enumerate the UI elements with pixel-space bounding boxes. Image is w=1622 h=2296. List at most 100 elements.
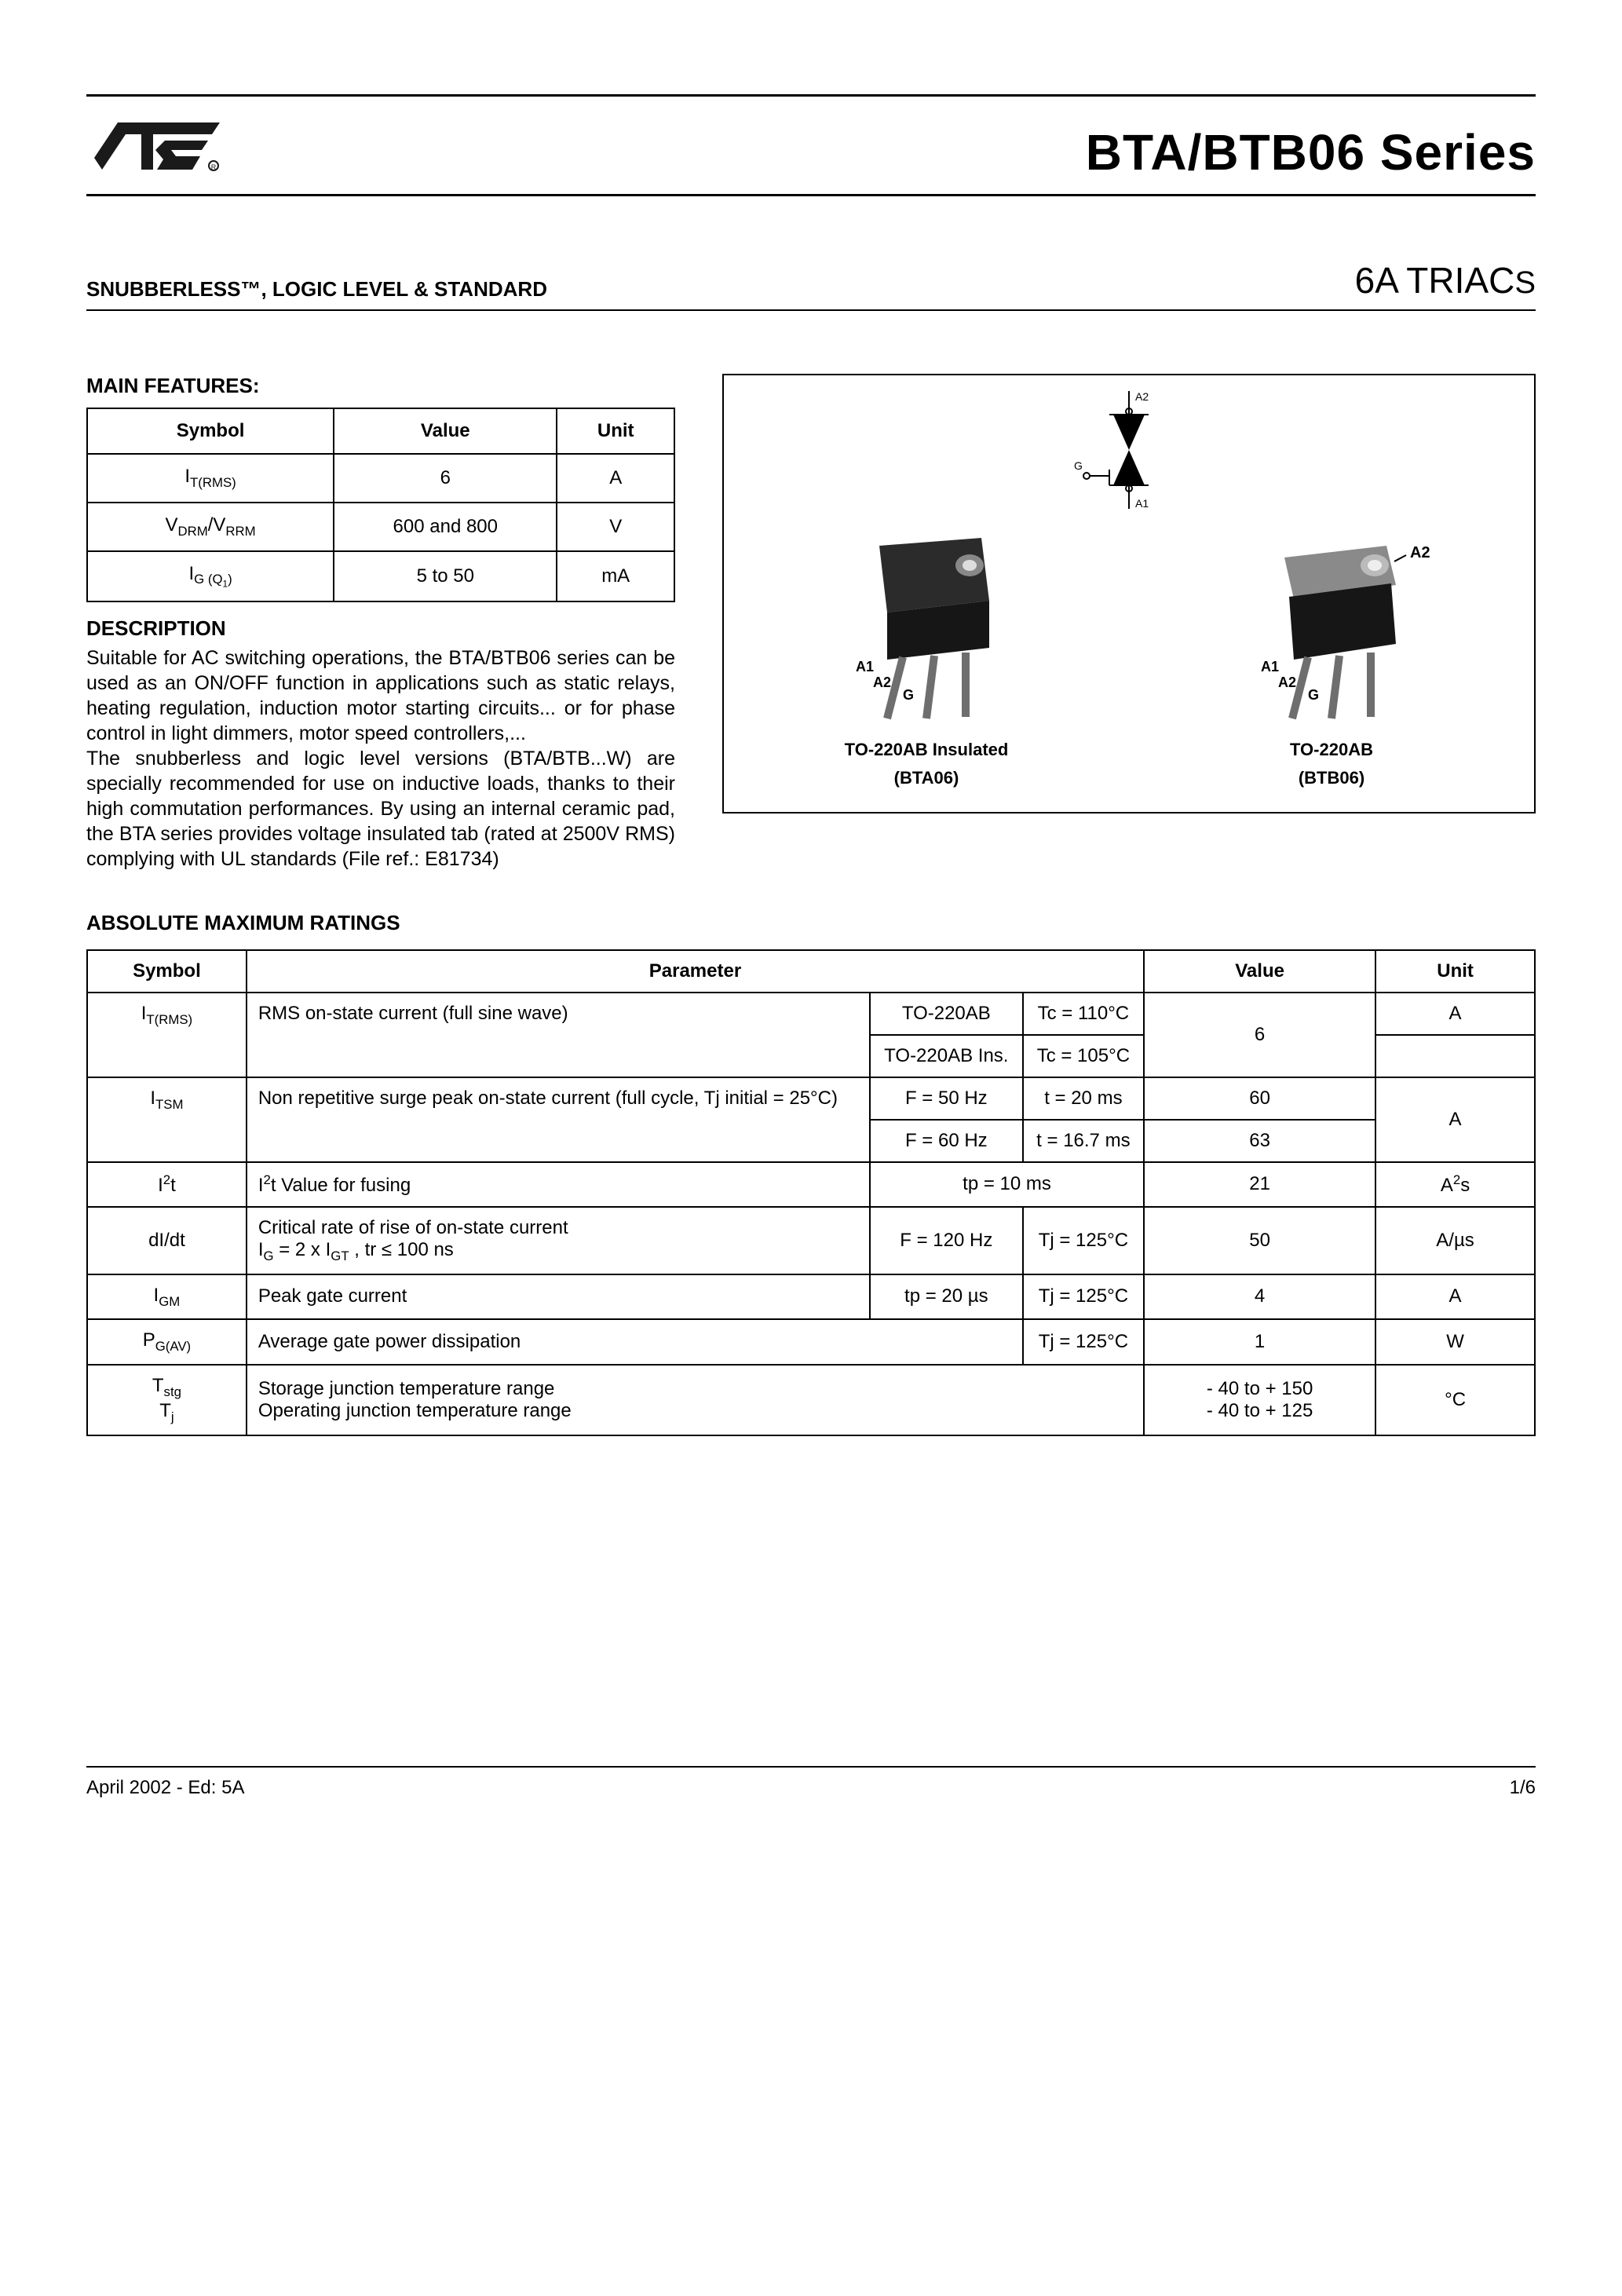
series-title: BTA/BTB06 Series bbox=[1086, 123, 1536, 181]
header-row: R BTA/BTB06 Series bbox=[86, 111, 1536, 191]
amr-unit: A bbox=[1375, 993, 1535, 1035]
feat-val: 600 and 800 bbox=[334, 503, 557, 551]
amr-sym: dI/dt bbox=[87, 1207, 247, 1274]
table-row: IT(RMS) 6 A bbox=[87, 454, 674, 503]
svg-text:R: R bbox=[211, 163, 217, 171]
subtitle-left: SNUBBERLESS™, LOGIC LEVEL & STANDARD bbox=[86, 277, 547, 302]
amr-val: 63 bbox=[1144, 1120, 1375, 1162]
right-column: A2 A1 G bbox=[722, 374, 1536, 813]
package-btb06: A2 A1 A2 G TO-220AB (BTB06) bbox=[1229, 522, 1434, 788]
st-logo: R bbox=[86, 111, 228, 181]
package-diagram-box: A2 A1 G bbox=[722, 374, 1536, 813]
pin-a1-label: A1 bbox=[1135, 497, 1149, 510]
footer: April 2002 - Ed: 5A 1/6 bbox=[86, 1766, 1536, 1799]
amr-sym: ITSM bbox=[87, 1077, 247, 1162]
amr-param: Peak gate current bbox=[247, 1274, 870, 1320]
amr-cond: F = 50 Hz bbox=[870, 1077, 1023, 1120]
table-row: VDRM/VRRM 600 and 800 V bbox=[87, 503, 674, 551]
amr-param: Average gate power dissipation bbox=[247, 1319, 1023, 1365]
svg-text:A2: A2 bbox=[873, 675, 891, 690]
amr-unit: A/µs bbox=[1375, 1207, 1535, 1274]
amr-val: 21 bbox=[1144, 1162, 1375, 1207]
table-row: PG(AV) Average gate power dissipation Tj… bbox=[87, 1319, 1535, 1365]
amr-param: RMS on-state current (full sine wave) bbox=[247, 993, 870, 1077]
left-column: MAIN FEATURES: Symbol Value Unit IT(RMS)… bbox=[86, 374, 675, 872]
amr-heading: ABSOLUTE MAXIMUM RATINGS bbox=[86, 911, 1536, 935]
table-row: dI/dt Critical rate of rise of on-state … bbox=[87, 1207, 1535, 1274]
col-symbol: Symbol bbox=[87, 408, 334, 454]
content-row: MAIN FEATURES: Symbol Value Unit IT(RMS)… bbox=[86, 374, 1536, 872]
amr-sym: I2t bbox=[87, 1162, 247, 1207]
amr-unit: A bbox=[1375, 1274, 1535, 1320]
footer-right: 1/6 bbox=[1510, 1777, 1536, 1799]
mid-rule bbox=[86, 194, 1536, 196]
description-body: Suitable for AC switching operations, th… bbox=[86, 645, 675, 872]
amr-cond: tp = 20 µs bbox=[870, 1274, 1023, 1320]
table-row: ITSM Non repetitive surge peak on-state … bbox=[87, 1077, 1535, 1120]
triac-symbol: A2 A1 G bbox=[1074, 391, 1184, 517]
amr-sym: PG(AV) bbox=[87, 1319, 247, 1365]
amr-cond: t = 16.7 ms bbox=[1023, 1120, 1144, 1162]
amr-unit: °C bbox=[1375, 1365, 1535, 1435]
amr-col-unit: Unit bbox=[1375, 950, 1535, 993]
footer-left: April 2002 - Ed: 5A bbox=[86, 1777, 244, 1799]
svg-text:A1: A1 bbox=[856, 659, 874, 675]
amr-sym: IGM bbox=[87, 1274, 247, 1320]
table-row: IGM Peak gate current tp = 20 µs Tj = 12… bbox=[87, 1274, 1535, 1320]
feat-sym: IT(RMS) bbox=[87, 454, 334, 503]
amr-sym: IT(RMS) bbox=[87, 993, 247, 1077]
svg-text:A1: A1 bbox=[1261, 659, 1279, 675]
amr-val: - 40 to + 150- 40 to + 125 bbox=[1144, 1365, 1375, 1435]
package-row: A1 A2 G TO-220AB Insulated (BTA06) bbox=[724, 522, 1534, 788]
feat-val: 5 to 50 bbox=[334, 551, 557, 601]
main-features-table: Symbol Value Unit IT(RMS) 6 A VDRM/VRRM … bbox=[86, 408, 675, 602]
feat-unit: mA bbox=[557, 551, 674, 601]
amr-table: Symbol Parameter Value Unit IT(RMS) RMS … bbox=[86, 949, 1536, 1436]
feat-sym: VDRM/VRRM bbox=[87, 503, 334, 551]
table-row: IT(RMS) RMS on-state current (full sine … bbox=[87, 993, 1535, 1035]
amr-param: Storage junction temperature rangeOperat… bbox=[247, 1365, 1144, 1435]
subtitle-right-suffix: S bbox=[1514, 265, 1536, 300]
svg-text:G: G bbox=[903, 687, 914, 703]
amr-unit bbox=[1375, 1035, 1535, 1077]
table-row: Symbol Value Unit bbox=[87, 408, 674, 454]
amr-param: I2t Value for fusing bbox=[247, 1162, 870, 1207]
pkg-label-2b: (BTB06) bbox=[1229, 768, 1434, 788]
pkg-label-1b: (BTA06) bbox=[824, 768, 1028, 788]
subtitle-right-main: 6A TRIAC bbox=[1355, 260, 1515, 301]
amr-cond: Tj = 125°C bbox=[1023, 1319, 1144, 1365]
amr-cond: Tj = 125°C bbox=[1023, 1274, 1144, 1320]
package-bta06: A1 A2 G TO-220AB Insulated (BTA06) bbox=[824, 522, 1028, 788]
col-unit: Unit bbox=[557, 408, 674, 454]
amr-cond: Tc = 105°C bbox=[1023, 1035, 1144, 1077]
amr-col-symbol: Symbol bbox=[87, 950, 247, 993]
amr-val: 6 bbox=[1144, 993, 1375, 1077]
feat-val: 6 bbox=[334, 454, 557, 503]
amr-cond: TO-220AB Ins. bbox=[870, 1035, 1023, 1077]
table-row: I2t I2t Value for fusing tp = 10 ms 21 A… bbox=[87, 1162, 1535, 1207]
feat-sym: IG (Q1) bbox=[87, 551, 334, 601]
amr-col-parameter: Parameter bbox=[247, 950, 1144, 993]
subtitle-row: SNUBBERLESS™, LOGIC LEVEL & STANDARD 6A … bbox=[86, 259, 1536, 311]
description-heading: DESCRIPTION bbox=[86, 616, 675, 641]
amr-param: Critical rate of rise of on-state curren… bbox=[247, 1207, 870, 1274]
amr-cond: t = 20 ms bbox=[1023, 1077, 1144, 1120]
amr-val: 1 bbox=[1144, 1319, 1375, 1365]
amr-cond: Tc = 110°C bbox=[1023, 993, 1144, 1035]
amr-val: 60 bbox=[1144, 1077, 1375, 1120]
pkg-label-1a: TO-220AB Insulated bbox=[824, 740, 1028, 760]
top-rule bbox=[86, 94, 1536, 97]
svg-text:A2: A2 bbox=[1278, 675, 1296, 690]
amr-cond: Tj = 125°C bbox=[1023, 1207, 1144, 1274]
amr-val: 50 bbox=[1144, 1207, 1375, 1274]
table-row: IG (Q1) 5 to 50 mA bbox=[87, 551, 674, 601]
amr-unit: W bbox=[1375, 1319, 1535, 1365]
amr-unit: A2s bbox=[1375, 1162, 1535, 1207]
amr-cond: tp = 10 ms bbox=[870, 1162, 1144, 1207]
subtitle-right: 6A TRIACS bbox=[1355, 259, 1536, 302]
feat-unit: V bbox=[557, 503, 674, 551]
amr-param: Non repetitive surge peak on-state curre… bbox=[247, 1077, 870, 1162]
pin-a2-label: A2 bbox=[1135, 391, 1149, 403]
pkg-label-2a: TO-220AB bbox=[1229, 740, 1434, 760]
pin-g-label: G bbox=[1074, 459, 1083, 472]
